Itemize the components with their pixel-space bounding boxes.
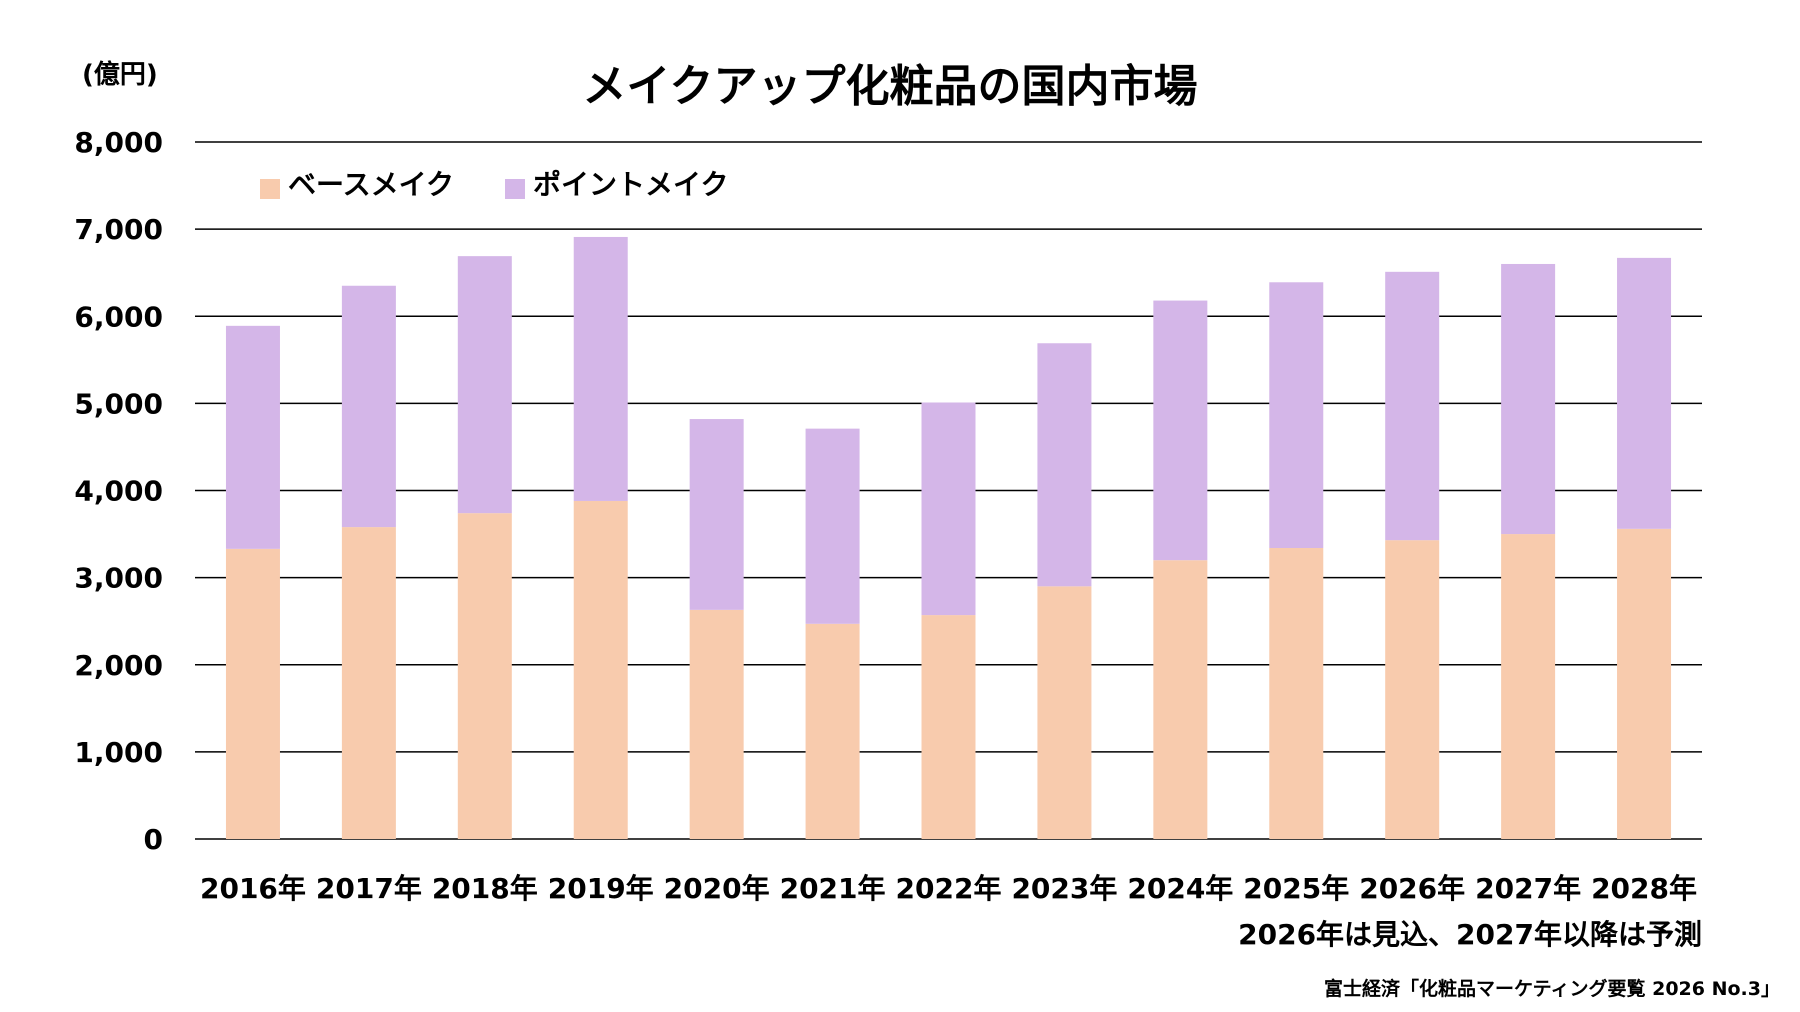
bar-segment-base-makeup: [1037, 586, 1092, 839]
x-tick-label: 2024年: [1127, 872, 1233, 905]
x-tick-label: 2020年: [664, 872, 770, 905]
legend: ベースメイク ポイントメイク: [260, 168, 728, 201]
bar-segment-base-makeup: [1153, 560, 1208, 839]
bar-segment-point-makeup: [457, 256, 512, 514]
bar-segment-base-makeup: [573, 500, 628, 839]
y-tick-label: 3,000: [74, 562, 163, 595]
bar-segment-point-makeup: [921, 402, 976, 616]
bar-segment-base-makeup: [341, 527, 396, 839]
legend-swatch: [260, 179, 280, 199]
bar-segment-base-makeup: [1385, 540, 1440, 839]
bar-segment-point-makeup: [341, 285, 396, 528]
bar-segment-point-makeup: [225, 325, 280, 549]
chart-title: メイクアップ化粧品の国内市場: [582, 61, 1197, 112]
y-tick-label: 5,000: [74, 387, 163, 420]
bar-segment-base-makeup: [225, 548, 280, 839]
bar-segment-base-makeup: [1617, 528, 1672, 839]
x-tick-label: 2025年: [1243, 872, 1349, 905]
x-axis-tick-labels: 2016年 2017年 2018年 2019年 2020年 2021年 2022年 2023年…: [200, 872, 1697, 905]
bar-segment-point-makeup: [1617, 257, 1672, 529]
bar-segment-point-makeup: [1501, 263, 1556, 535]
y-tick-label: 6,000: [74, 300, 163, 333]
y-tick-label: 7,000: [74, 213, 163, 246]
bar-segment-base-makeup: [689, 609, 744, 839]
bar-segment-base-makeup: [805, 623, 860, 839]
y-axis-unit-label: (億円): [82, 60, 158, 90]
bar-segment-point-makeup: [1269, 282, 1324, 549]
x-tick-label: 2022年: [896, 872, 1002, 905]
y-tick-label: 2,000: [74, 649, 163, 682]
legend-swatch: [505, 179, 525, 199]
source-note: 富士経済「化粧品マーケティング要覧 2026 No.3」: [1324, 977, 1780, 1000]
bars: [225, 236, 1672, 839]
bar-segment-point-makeup: [1385, 271, 1440, 541]
bar-segment-base-makeup: [921, 615, 976, 839]
x-tick-label: 2021年: [780, 872, 886, 905]
y-tick-label: 8,000: [74, 126, 163, 159]
x-tick-label: 2023年: [1011, 872, 1117, 905]
legend-label: ベースメイク: [288, 168, 454, 201]
y-tick-label: 0: [144, 823, 163, 856]
legend-label: ポイントメイク: [533, 168, 728, 201]
bar-segment-base-makeup: [457, 513, 512, 839]
bar-segment-point-makeup: [573, 236, 628, 501]
y-tick-label: 1,000: [74, 736, 163, 769]
x-tick-label: 2018年: [432, 872, 538, 905]
x-tick-label: 2028年: [1591, 872, 1697, 905]
bar-segment-base-makeup: [1269, 548, 1324, 839]
y-tick-label: 4,000: [74, 475, 163, 508]
y-axis-tick-labels: 0 1,000 2,000 3,000 4,000 5,000 6,000 7,000 8,00…: [74, 126, 163, 856]
bar-segment-point-makeup: [689, 419, 744, 610]
x-tick-label: 2027年: [1475, 872, 1581, 905]
x-tick-label: 2026年: [1359, 872, 1465, 905]
bar-segment-base-makeup: [1501, 534, 1556, 839]
bar-segment-point-makeup: [1153, 300, 1208, 561]
bar-segment-point-makeup: [1037, 343, 1092, 587]
x-tick-label: 2016年: [200, 872, 306, 905]
x-tick-label: 2017年: [316, 872, 422, 905]
forecast-note: 2026年は見込、2027年以降は予測: [1238, 918, 1702, 951]
bar-segment-point-makeup: [805, 428, 860, 624]
x-tick-label: 2019年: [548, 872, 654, 905]
